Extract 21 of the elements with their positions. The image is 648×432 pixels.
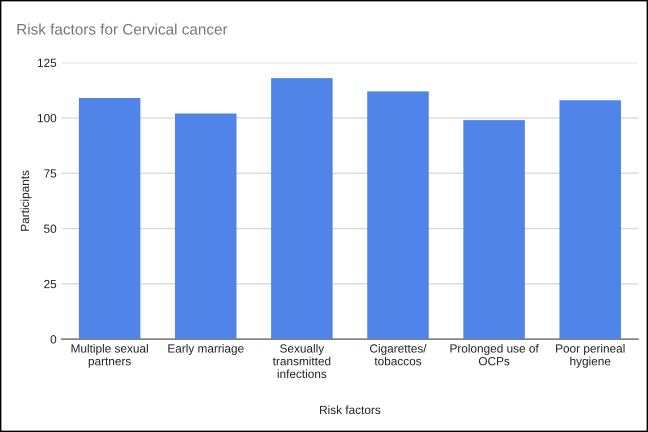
bar <box>174 114 236 340</box>
y-tick-label: 0 <box>50 335 56 344</box>
x-tick-label: Multiple sexual partners <box>72 344 148 368</box>
chart-title: Risk factors for Cervical cancer <box>17 23 228 35</box>
x-tick-label: Cigarettes/ tobaccos <box>370 344 427 366</box>
x-tick-label: Poor perineal hygiene <box>556 344 625 368</box>
x-axis-title: Risk factors <box>320 405 380 414</box>
bar <box>559 100 621 340</box>
bar <box>271 78 333 340</box>
bar <box>367 91 429 340</box>
x-tick-label: Early marriage <box>168 344 244 355</box>
x-tick-label: Sexually transmitted infections <box>272 344 330 378</box>
bar <box>463 120 525 340</box>
y-tick-label: 50 <box>44 224 56 233</box>
y-tick-label: 125 <box>38 58 56 68</box>
y-axis-title: Participants <box>20 170 32 231</box>
bar <box>78 98 140 340</box>
y-tick-label: 100 <box>38 114 56 122</box>
y-tick-label: 75 <box>44 169 56 178</box>
y-tick-label: 25 <box>44 280 56 288</box>
x-tick-label: Prolonged use of OCPs <box>450 344 539 366</box>
